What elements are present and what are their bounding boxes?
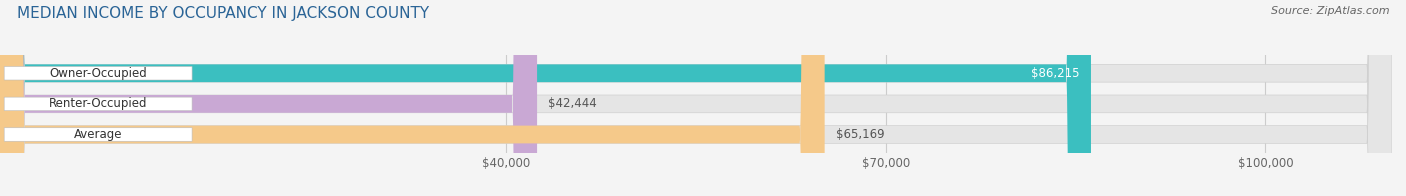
Text: Average: Average — [75, 128, 122, 141]
Text: Source: ZipAtlas.com: Source: ZipAtlas.com — [1271, 6, 1389, 16]
FancyBboxPatch shape — [4, 97, 193, 111]
Text: Owner-Occupied: Owner-Occupied — [49, 67, 148, 80]
FancyBboxPatch shape — [4, 66, 193, 80]
Text: $42,444: $42,444 — [548, 97, 598, 110]
Text: MEDIAN INCOME BY OCCUPANCY IN JACKSON COUNTY: MEDIAN INCOME BY OCCUPANCY IN JACKSON CO… — [17, 6, 429, 21]
FancyBboxPatch shape — [0, 0, 537, 196]
FancyBboxPatch shape — [4, 128, 193, 141]
Text: Renter-Occupied: Renter-Occupied — [49, 97, 148, 110]
Text: $86,215: $86,215 — [1032, 67, 1080, 80]
Text: $65,169: $65,169 — [835, 128, 884, 141]
FancyBboxPatch shape — [0, 0, 825, 196]
FancyBboxPatch shape — [0, 0, 1091, 196]
